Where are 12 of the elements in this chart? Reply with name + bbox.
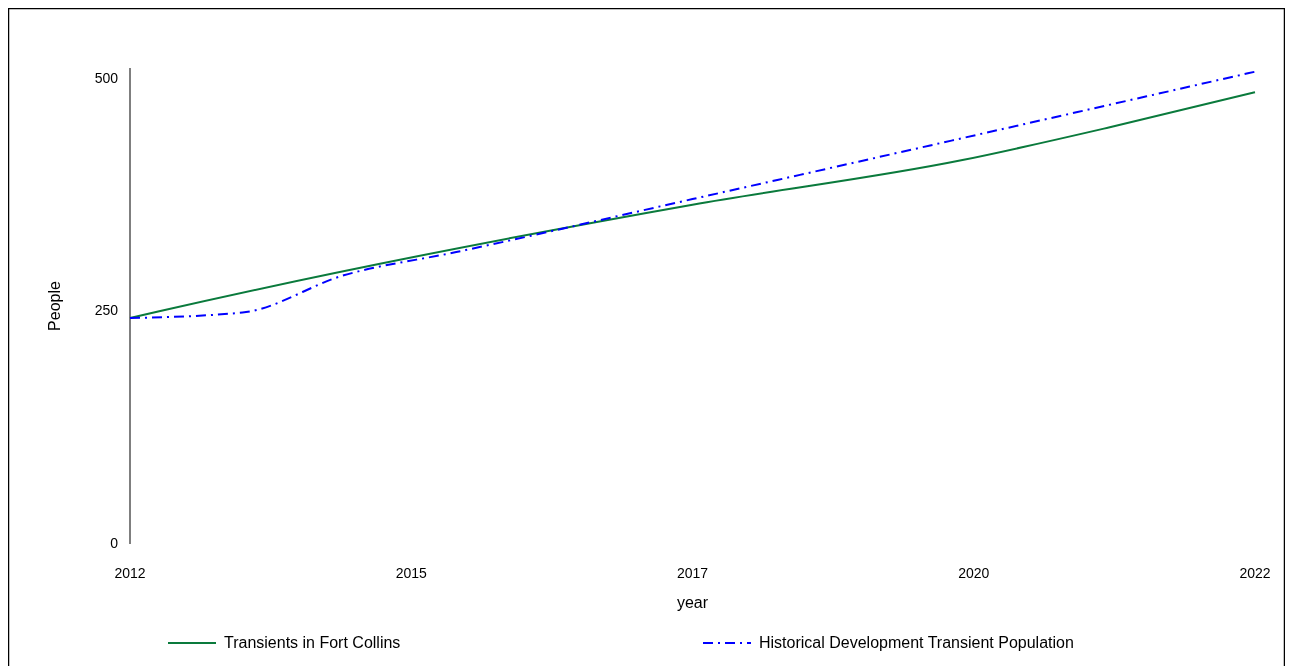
y-tick-label: 250	[94, 302, 119, 319]
x-tick-label: 2022	[1239, 565, 1271, 581]
x-tick-label: 2017	[676, 565, 709, 581]
y-axis-title: People	[46, 280, 63, 331]
x-tick-label: 2012	[114, 565, 146, 581]
legend-label: Historical Development Transient Population	[759, 634, 1074, 651]
x-tick-label: 2015	[395, 565, 428, 581]
y-tick-label: 500	[94, 69, 119, 86]
legend-label: Transients in Fort Collins	[224, 634, 401, 651]
y-tick-label: 0	[110, 534, 119, 551]
x-tick-label: 2020	[958, 565, 990, 581]
x-axis-title: year	[676, 594, 709, 611]
